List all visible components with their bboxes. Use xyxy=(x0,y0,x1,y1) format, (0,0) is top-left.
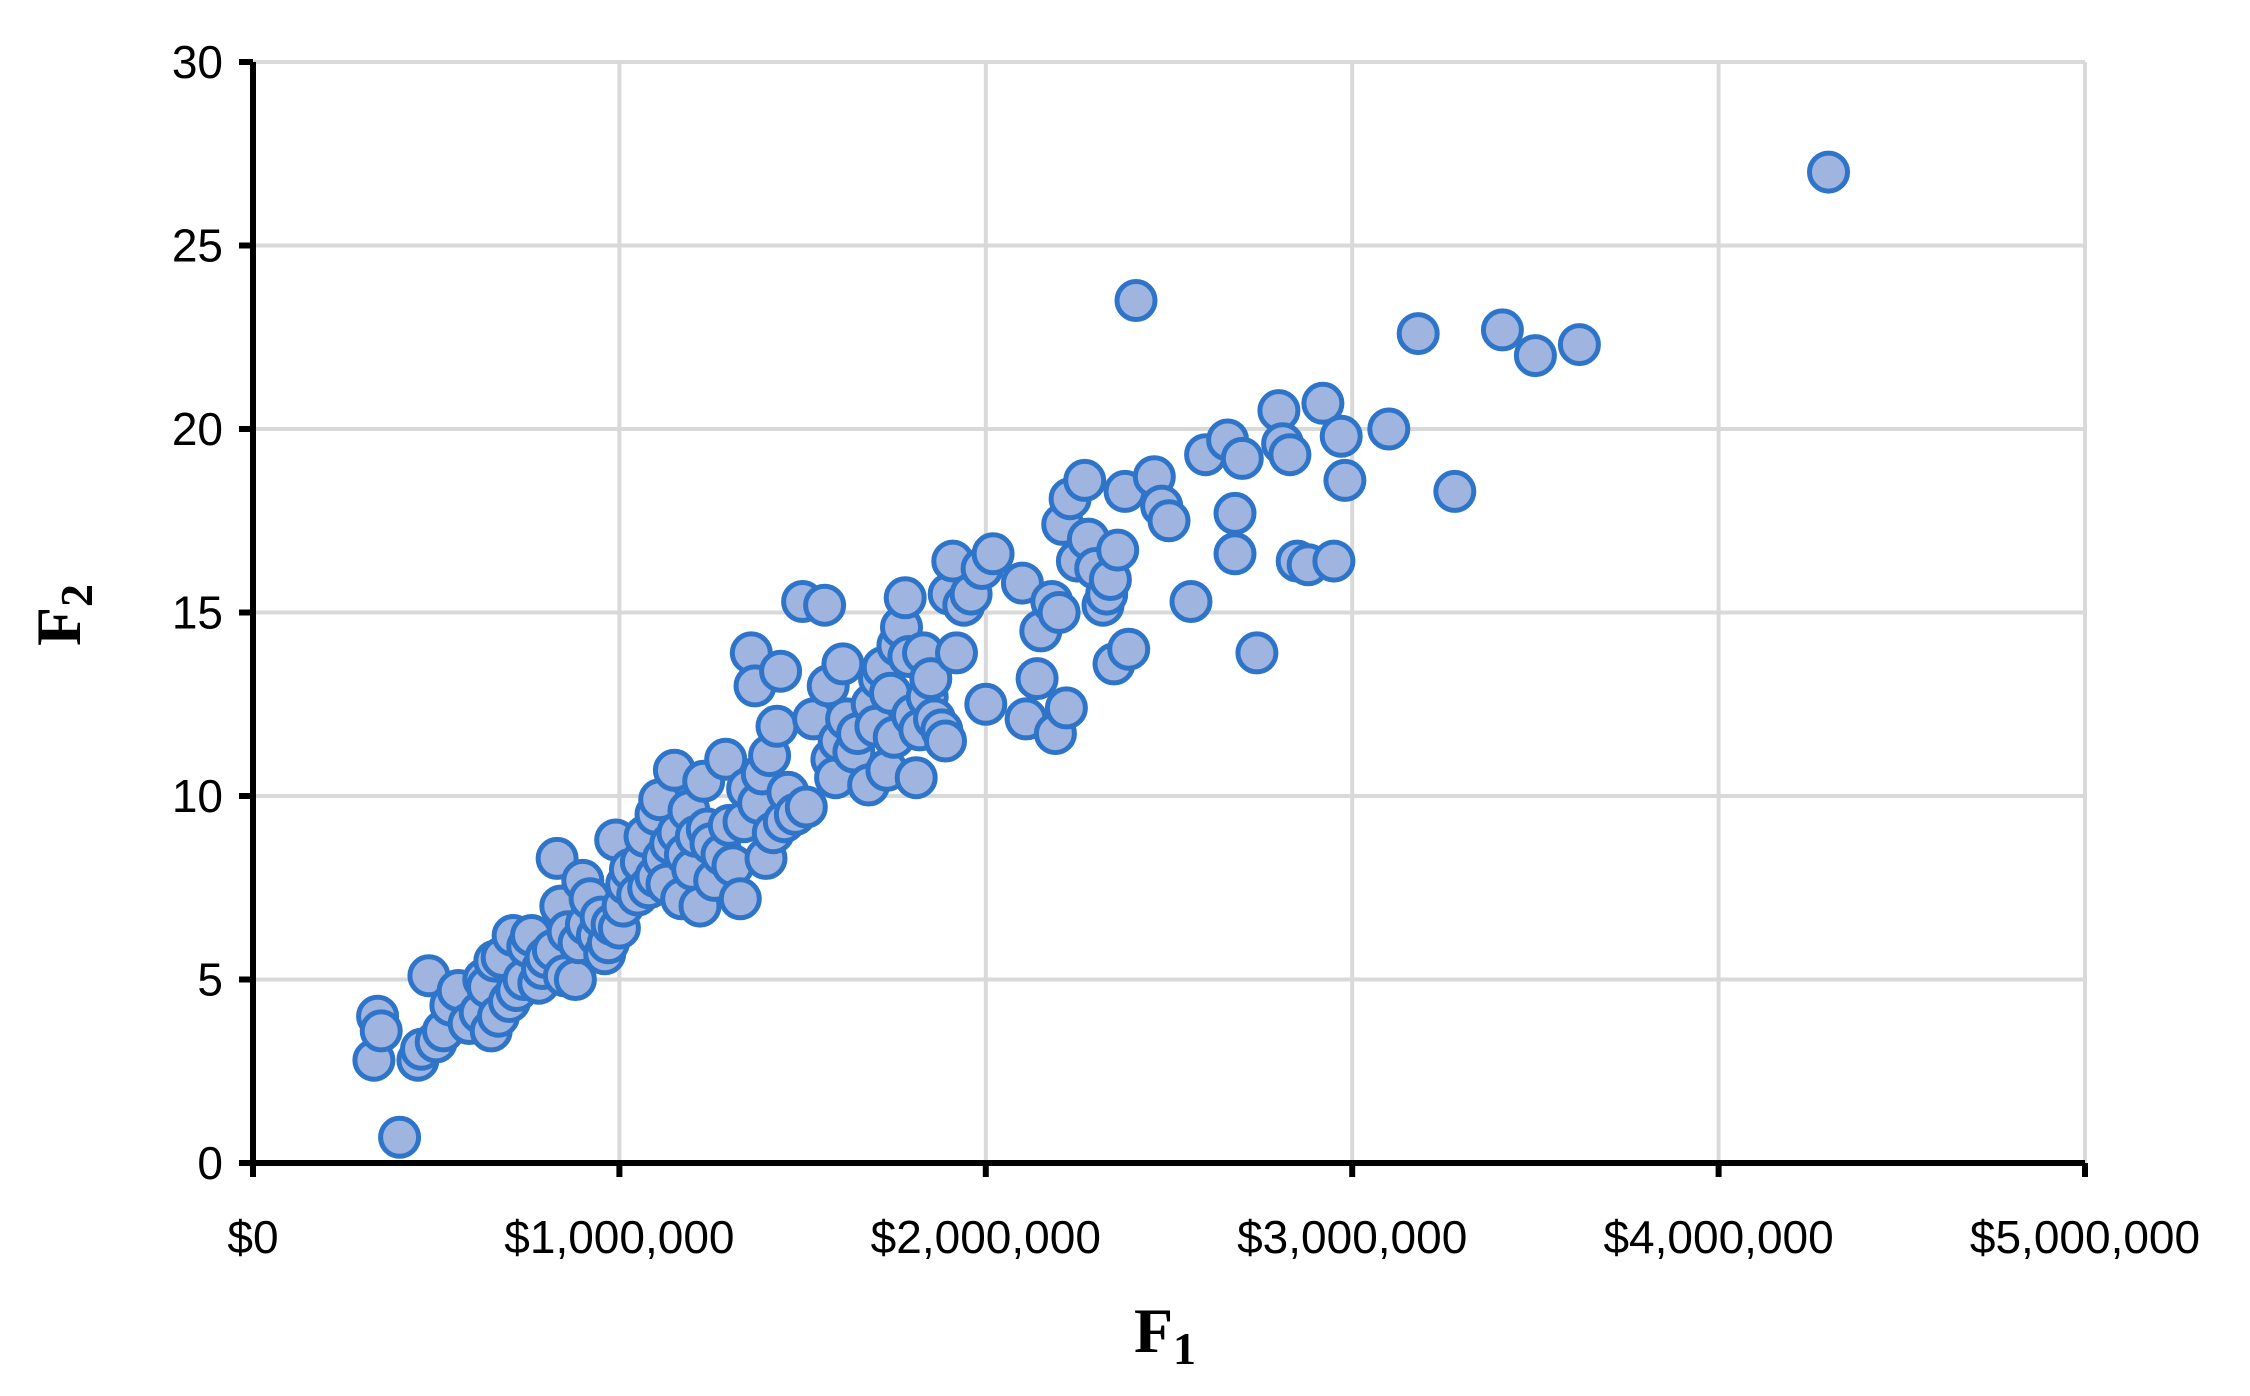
axis-ticks: 0 5 10 15 20 25 30 $0 $1,000,000 $2,000,000 $3,000… xyxy=(172,36,2200,1263)
data-point xyxy=(1107,627,1151,671)
y-tick-label: 5 xyxy=(197,954,223,1006)
data-point xyxy=(935,631,978,675)
x-tick-label: $1,000,000 xyxy=(504,1211,734,1263)
data-point xyxy=(1044,686,1088,730)
y-tick-label: 30 xyxy=(172,36,223,88)
data-point xyxy=(1213,491,1257,535)
x-axis-title: F1 xyxy=(1134,1295,1196,1374)
data-point xyxy=(1268,433,1312,477)
data-point xyxy=(378,1115,422,1159)
data-point xyxy=(894,756,938,800)
data-point xyxy=(1147,499,1191,543)
data-point xyxy=(1513,334,1557,378)
data-points xyxy=(352,150,1850,1159)
data-point xyxy=(1037,591,1081,634)
data-point xyxy=(1169,580,1213,623)
data-point xyxy=(784,785,828,829)
x-tick-label: $4,000,000 xyxy=(1603,1211,1833,1263)
y-axis-title: F2 xyxy=(23,584,102,646)
y-tick-label: 15 xyxy=(172,587,223,639)
x-tick-label: $3,000,000 xyxy=(1237,1211,1467,1263)
data-point xyxy=(1114,279,1158,322)
data-point xyxy=(1213,532,1257,576)
data-point xyxy=(1480,308,1524,352)
data-point xyxy=(964,682,1008,726)
data-point xyxy=(909,657,953,701)
data-point xyxy=(1557,323,1601,367)
data-point xyxy=(1220,436,1264,480)
y-tick-label: 0 xyxy=(197,1137,223,1189)
data-point xyxy=(1396,312,1440,356)
data-point xyxy=(1433,469,1477,513)
data-point xyxy=(1323,458,1367,502)
data-point xyxy=(1063,458,1107,502)
data-point xyxy=(1235,631,1279,675)
data-point xyxy=(1312,539,1356,583)
x-tick-label: $2,000,000 xyxy=(871,1211,1101,1263)
y-tick-label: 10 xyxy=(172,770,223,822)
data-point xyxy=(1096,528,1140,572)
y-tick-label: 25 xyxy=(172,220,223,272)
data-point xyxy=(821,642,865,686)
x-tick-label: $5,000,000 xyxy=(1970,1211,2200,1263)
x-tick-label: $0 xyxy=(227,1211,278,1263)
data-point xyxy=(971,532,1015,576)
data-point xyxy=(704,737,748,781)
data-point xyxy=(924,719,967,763)
data-point xyxy=(1807,150,1850,194)
data-point xyxy=(359,1009,403,1053)
data-point xyxy=(718,877,762,921)
data-point xyxy=(759,649,803,693)
y-tick-label: 20 xyxy=(172,403,223,455)
data-point xyxy=(1301,381,1345,425)
data-point xyxy=(1319,414,1363,458)
data-point xyxy=(803,583,847,627)
data-point xyxy=(1015,657,1059,701)
data-point xyxy=(1367,407,1411,451)
data-point xyxy=(755,704,799,748)
data-point xyxy=(883,576,927,620)
gridlines xyxy=(253,60,2087,1163)
